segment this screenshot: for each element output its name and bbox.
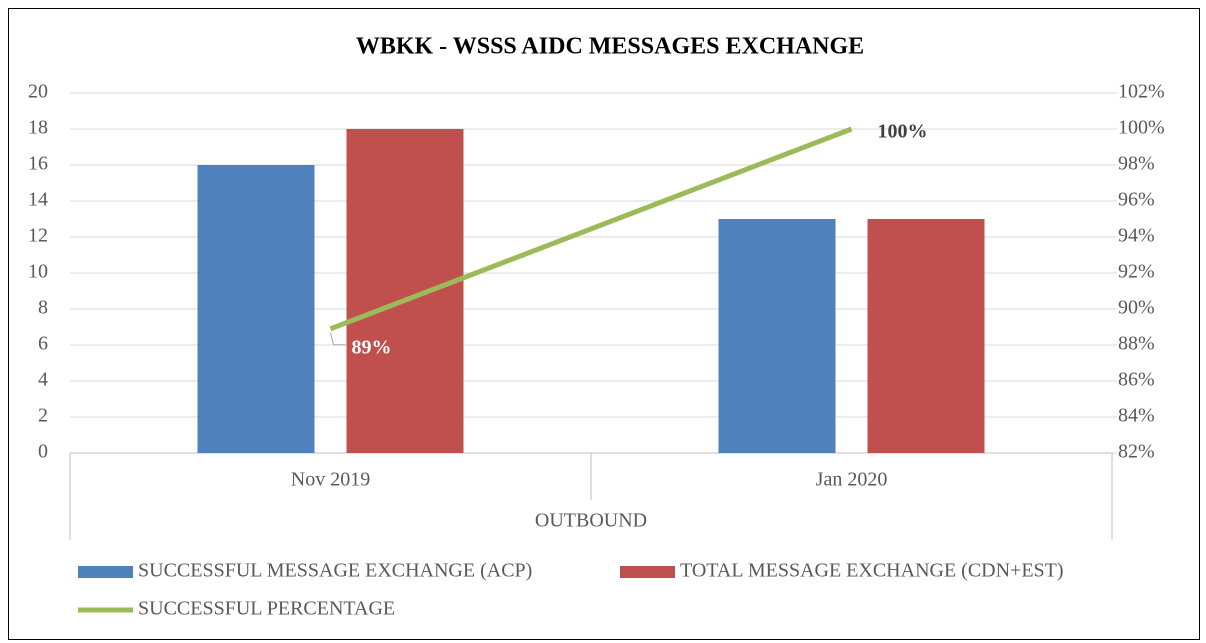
y2-tick-label: 98%	[1118, 153, 1155, 175]
y-tick-label: 0	[38, 441, 48, 463]
y2-tick-label: 84%	[1118, 405, 1155, 427]
line	[329, 126, 853, 332]
chart-title: WBKK - WSSS AIDC MESSAGES EXCHANGE	[356, 34, 864, 60]
y2-tick-label: 88%	[1118, 333, 1155, 355]
y2-tick-label: 86%	[1118, 369, 1155, 391]
y2-tick-label: 100%	[1118, 117, 1165, 139]
y-tick-label: 20	[28, 81, 48, 103]
legend-label: SUCCESSFUL MESSAGE EXCHANGE (ACP)	[138, 560, 532, 582]
x-tick-label: Nov 2019	[291, 469, 370, 491]
y2-tick-label: 92%	[1118, 261, 1155, 283]
y-tick-label: 6	[38, 333, 48, 355]
bar	[718, 219, 836, 453]
y2-tick-label: 94%	[1118, 225, 1155, 247]
data-label: 100%	[878, 121, 928, 143]
legend-swatch	[620, 566, 675, 578]
y2-tick-label: 82%	[1118, 441, 1155, 463]
y2-tick-label: 102%	[1118, 81, 1165, 103]
chart-frame	[8, 8, 1200, 640]
y-tick-label: 8	[38, 297, 48, 319]
y-tick-label: 14	[28, 189, 48, 211]
y-tick-label: 18	[28, 117, 48, 139]
y2-tick-label: 90%	[1118, 297, 1155, 319]
y2-tick-label: 96%	[1118, 189, 1155, 211]
bar	[346, 129, 464, 453]
y-tick-label: 2	[38, 405, 48, 427]
legend-label: SUCCESSFUL PERCENTAGE	[138, 598, 395, 620]
label-leader	[330, 332, 346, 346]
bar	[867, 219, 985, 453]
y-tick-label: 4	[38, 369, 48, 391]
data-label: 89%	[352, 336, 392, 358]
x-tick-label: Jan 2020	[816, 469, 888, 491]
legend-label: TOTAL MESSAGE EXCHANGE (CDN+EST)	[680, 560, 1064, 582]
y-tick-label: 16	[28, 153, 48, 175]
bar	[197, 165, 315, 453]
category-group-label: OUTBOUND	[535, 510, 647, 532]
y-tick-label: 10	[28, 261, 48, 283]
y-tick-label: 12	[28, 225, 48, 247]
legend-swatch	[78, 566, 133, 578]
